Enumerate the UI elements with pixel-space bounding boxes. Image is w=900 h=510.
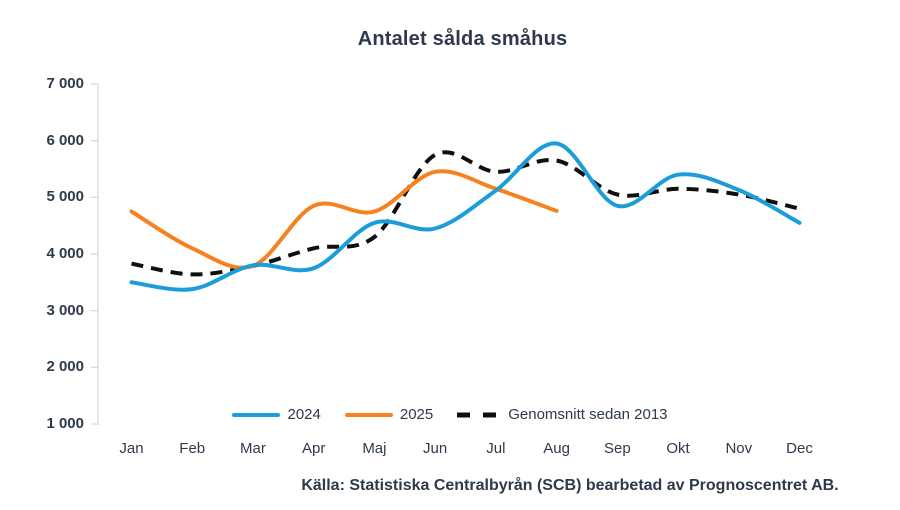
series-line-2025: [129, 169, 559, 270]
y-tick-label: 3 000: [46, 301, 84, 319]
x-tick-label-sep: Sep: [603, 440, 631, 457]
x-tick-label-mar: Mar: [240, 440, 266, 457]
x-tick-label-jan: Jan: [119, 440, 144, 457]
x-tick-label-feb: Feb: [179, 440, 206, 457]
x-tick-label-aug: Aug: [543, 440, 570, 457]
x-tick-label-nov: Nov: [725, 440, 753, 457]
y-tick-label: 7 000: [46, 75, 84, 92]
x-tick-label-jun: Jun: [423, 440, 448, 457]
series-line-2024: [129, 141, 802, 292]
y-tick-label: 4 000: [46, 245, 84, 262]
y-tick-label: 1 000: [46, 415, 84, 432]
x-tick-label-jul: Jul: [486, 440, 506, 457]
y-tick-label: 2 000: [46, 358, 84, 376]
x-tick-label-okt: Okt: [666, 440, 690, 457]
source-caption: Källa: Statistiska Centralbyrån (SCB) be…: [301, 477, 839, 494]
x-tick-label-maj: Maj: [362, 440, 387, 457]
y-tick-label: 5 000: [46, 188, 84, 206]
x-tick-label-apr: Apr: [302, 440, 326, 457]
chart-title: Antalet sålda småhus: [357, 28, 568, 50]
y-tick-label: 6 000: [46, 131, 84, 149]
x-tick-label-dec: Dec: [786, 440, 813, 457]
